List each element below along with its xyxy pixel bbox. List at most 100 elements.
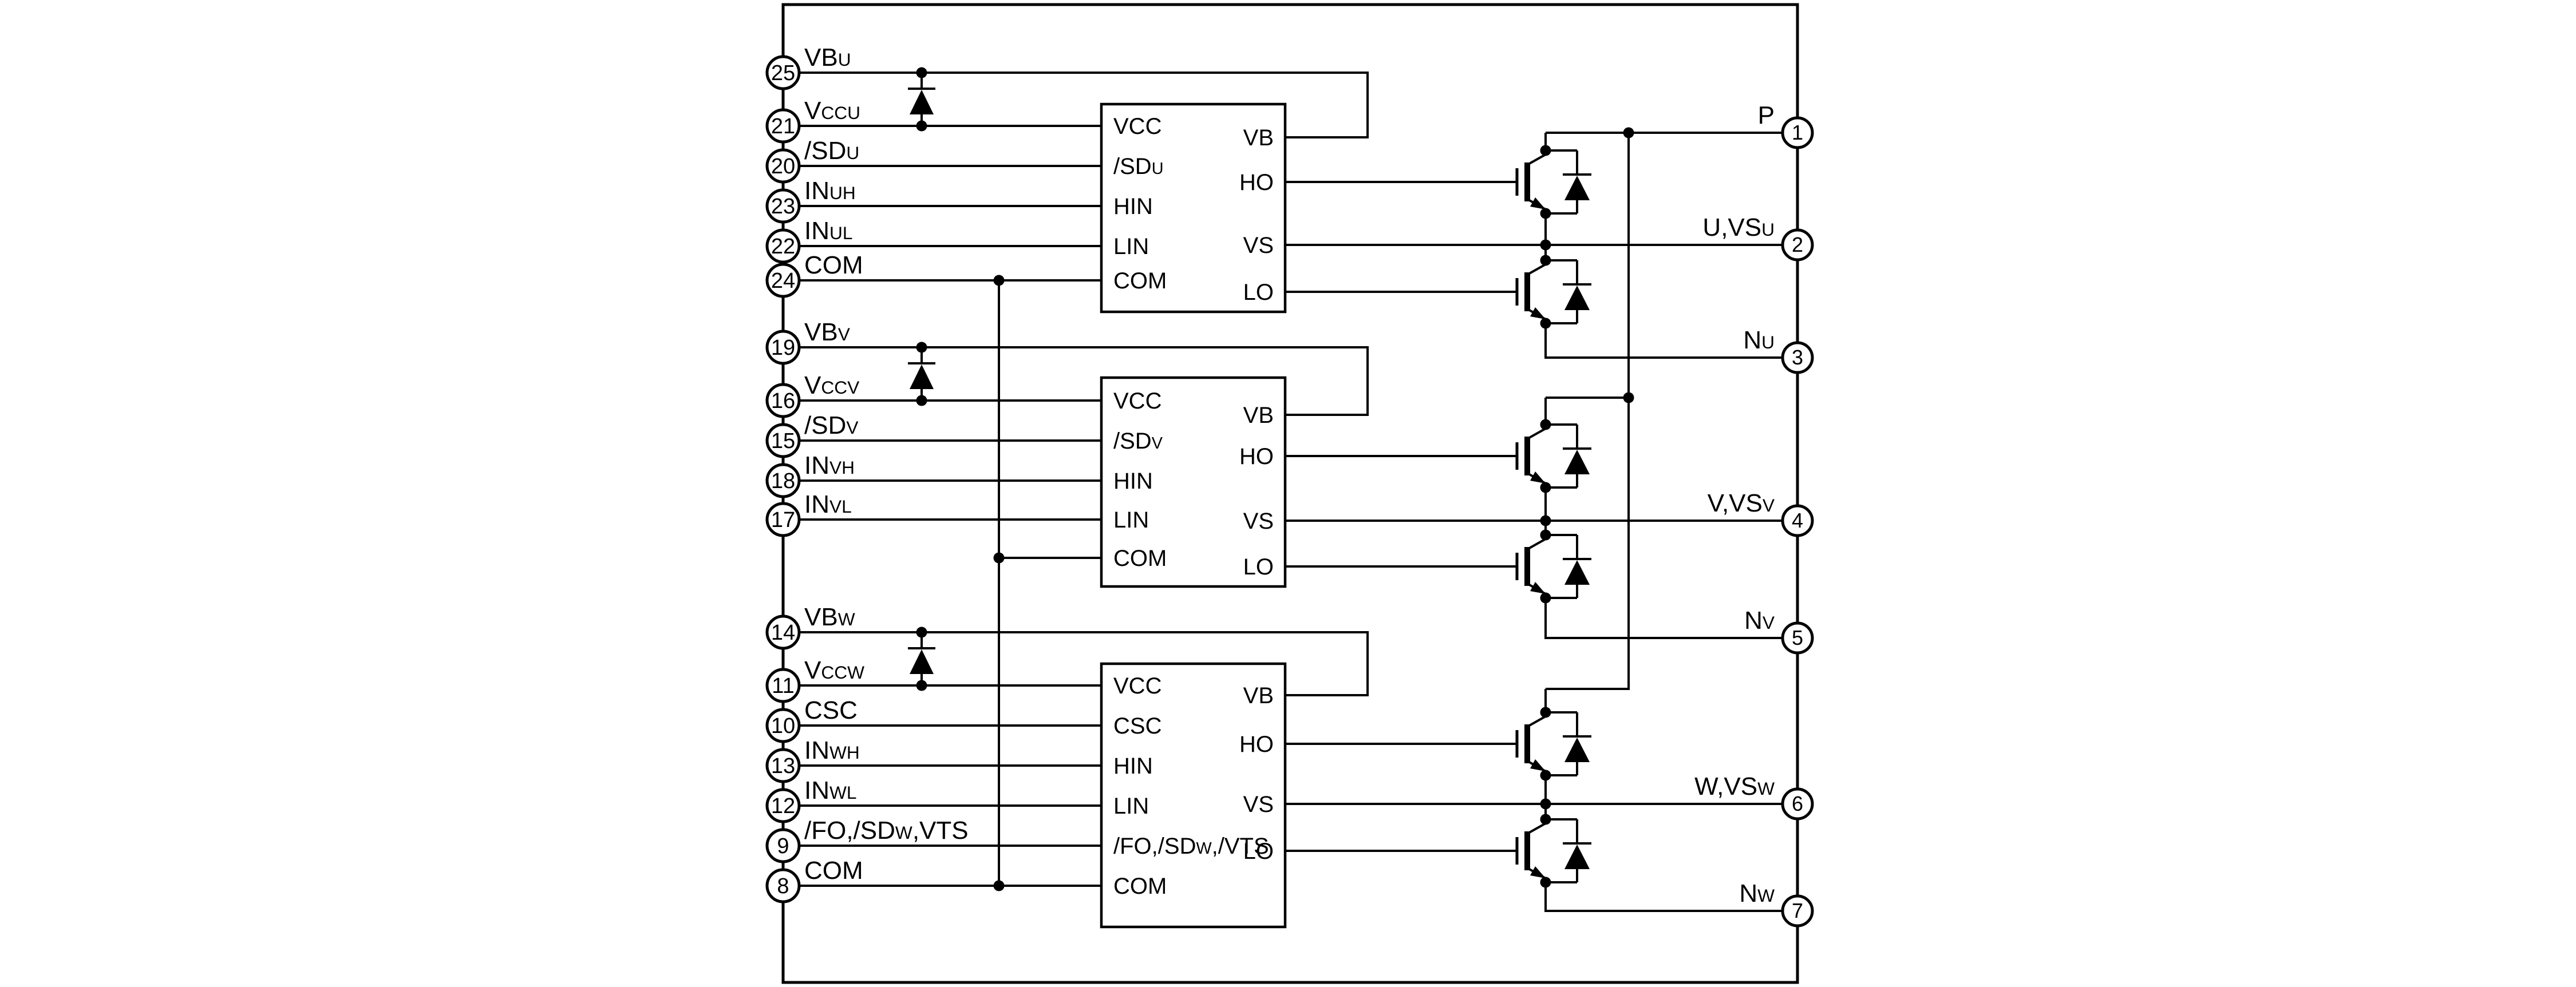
igbt-w-low-icon	[1517, 823, 1546, 878]
pin-number: 5	[1792, 626, 1803, 649]
block-pin-label: VS	[1243, 509, 1274, 534]
pin-label: VBU	[804, 43, 851, 72]
block-pin-label: HO	[1239, 732, 1274, 757]
pin-number: 3	[1792, 346, 1803, 369]
block-pin-label: HIN	[1113, 469, 1153, 494]
pin-terminal-7	[1781, 894, 1814, 927]
igbt-u-low-icon	[1517, 264, 1546, 319]
pin-number: 13	[771, 754, 795, 778]
wires-left-phase-v	[783, 346, 1369, 559]
pin-number: 18	[771, 469, 795, 493]
pin-number: 17	[771, 508, 795, 532]
igbt-u-high-icon	[1517, 154, 1546, 209]
block-pin-label: VB	[1243, 683, 1274, 708]
pin-number: 22	[771, 235, 795, 259]
pin-terminal-22	[765, 228, 801, 264]
block-pin-label: LO	[1243, 839, 1274, 864]
left-pin-labels: VBU VCCU /SDU INUH INUL COM VBV VCCV /SD…	[804, 43, 969, 885]
pin-number: 10	[771, 714, 795, 738]
block-pin-label: /FO,/SDW,/VTS	[1113, 834, 1269, 859]
freewheel-diode-u-low-icon	[1562, 259, 1593, 324]
pin-terminal-8	[765, 868, 801, 903]
block-pin-label: VB	[1243, 125, 1274, 150]
pin-number: 20	[771, 154, 795, 179]
pin-number: 15	[771, 429, 795, 453]
block-pin-label: HIN	[1113, 754, 1153, 779]
block-pin-label: VB	[1243, 403, 1274, 428]
gate-driver-block-w	[1100, 662, 1287, 929]
block-pin-label: LO	[1243, 554, 1274, 580]
freewheel-diode-v-low-icon	[1562, 534, 1593, 599]
pin-terminal-5	[1781, 621, 1814, 655]
right-pin-terminals	[1781, 116, 1814, 927]
gate-driver-u-labels: VCC /SDU HIN LIN COM VB HO VS LO	[1113, 114, 1274, 305]
pin-terminal-12	[765, 788, 801, 823]
left-pin-terminals	[765, 55, 801, 903]
pin-label: INUH	[804, 177, 856, 205]
pin-label: /SDV	[804, 411, 858, 439]
gate-driver-block-u	[1100, 102, 1287, 314]
pin-number: 21	[771, 114, 795, 138]
freewheel-diode-w-high-icon	[1562, 711, 1593, 776]
freewheel-diode-w-low-icon	[1562, 818, 1593, 883]
block-pin-label: COM	[1113, 546, 1167, 571]
pin-terminal-14	[765, 615, 801, 650]
pin-label: INUL	[804, 217, 853, 245]
pin-label: CSC	[804, 696, 858, 724]
half-bridge-column-w	[1544, 689, 1797, 912]
pin-number: 23	[771, 195, 795, 219]
block-pin-label: HO	[1239, 170, 1274, 195]
pin-number: 24	[771, 269, 795, 293]
pin-number: 12	[771, 794, 795, 818]
pin-label: VCCV	[804, 371, 859, 399]
pin-number: 1	[1792, 121, 1803, 144]
pin-terminal-10	[765, 708, 801, 743]
pin-terminal-1	[1781, 116, 1814, 149]
block-pin-label: VS	[1243, 792, 1274, 817]
pin-terminal-19	[765, 330, 801, 365]
block-pin-label: /SDV	[1113, 429, 1163, 454]
igbt-v-low-icon	[1517, 539, 1546, 594]
wires-left-phase-w	[783, 631, 1369, 887]
block-pin-label: HO	[1239, 444, 1274, 469]
pin-terminal-23	[765, 188, 801, 224]
block-pin-label: COM	[1113, 874, 1167, 899]
pin-terminal-24	[765, 263, 801, 298]
block-pin-label: CSC	[1113, 714, 1161, 739]
pin-terminal-15	[765, 423, 801, 458]
gate-driver-v-labels: VCC /SDV HIN LIN COM VB HO VS LO	[1113, 389, 1274, 580]
pin-number: 19	[771, 336, 795, 360]
pin-label: COM	[804, 251, 863, 279]
pin-number: 2	[1792, 233, 1803, 256]
block-pin-label: LIN	[1113, 508, 1149, 533]
pin-label: INVL	[804, 490, 852, 518]
pin-number: 8	[777, 874, 789, 898]
pin-label: INWH	[804, 736, 860, 764]
block-pin-label: LIN	[1113, 794, 1149, 819]
pin-label: NW	[1739, 879, 1775, 907]
pin-label: V,VSV	[1708, 489, 1775, 517]
pin-terminal-3	[1781, 341, 1814, 374]
pin-number: 14	[771, 621, 795, 645]
pin-label: /SDU	[804, 137, 859, 165]
pin-label: U,VSU	[1702, 213, 1775, 241]
pin-label: NV	[1744, 607, 1775, 635]
pin-terminal-4	[1781, 504, 1814, 537]
pin-label: VBV	[804, 318, 850, 346]
igbt-v-high-icon	[1517, 429, 1546, 483]
pin-label: VCCU	[804, 97, 860, 125]
pin-label: VBW	[804, 603, 855, 631]
p-rail	[1546, 132, 1797, 690]
pin-number: 4	[1792, 509, 1803, 532]
freewheel-diode-v-high-icon	[1562, 423, 1593, 489]
pin-terminal-16	[765, 383, 801, 418]
block-pin-label: VS	[1243, 233, 1274, 258]
pin-label: W,VSW	[1694, 772, 1775, 800]
pin-number: 7	[1792, 899, 1803, 922]
pin-terminal-17	[765, 502, 801, 537]
pin-terminal-9	[765, 828, 801, 863]
block-pin-label: VCC	[1113, 673, 1161, 699]
gate-driver-block-v	[1100, 376, 1287, 588]
